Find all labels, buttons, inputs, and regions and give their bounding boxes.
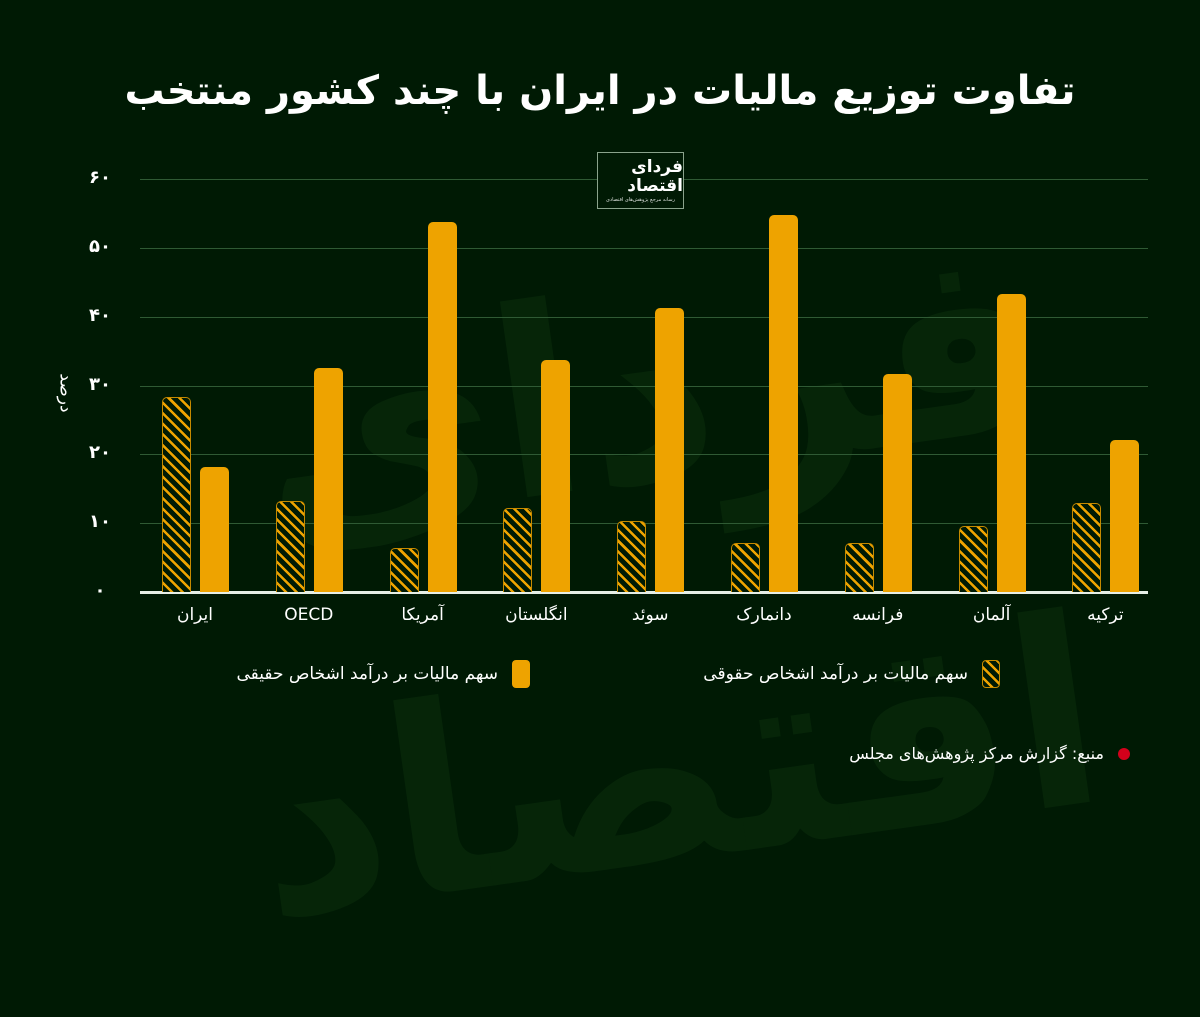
bar-solid [541,360,571,592]
x-category-label: آمریکا [401,605,444,625]
bar-solid [769,214,798,592]
chart-title: تفاوت توزیع مالیات در ایران با چند کشور … [124,68,1076,114]
y-axis-label: درصد [55,373,76,413]
plot-area: درصد ۰ ۱۰ ۲۰ ۳۰ ۴۰ ۵۰ ۶۰ ایران OECD آمریکا انگلستا… [55,167,1148,625]
bar-hatched [389,547,419,592]
bar-hatched [162,397,191,592]
x-category-label: دانمارک [736,605,792,625]
bar-solid [1110,439,1140,592]
bar-solid [313,367,343,592]
legend-item-hatch: سهم مالیات بر درآمد اشخاص حقوقی [703,660,1000,688]
logo-text: فردای اقتصاد [627,156,683,196]
legend-label-solid: سهم مالیات بر درآمد اشخاص حقیقی [236,664,498,684]
x-category-label: ترکیه [1087,605,1124,625]
gridline [140,316,1148,318]
y-tick-label: ۵۰ [89,235,111,257]
brand-logo: فردای اقتصاد رسانه مرجع پژوهش‌های اقتصاد… [597,152,684,209]
bar-hatched [617,521,647,592]
bar-solid [882,373,912,592]
bar-solid [996,293,1026,592]
gridline [140,247,1148,249]
bar-hatched [958,525,988,592]
x-category-label: انگلستان [505,605,568,625]
source-note: منبع: گزارش مرکز پژوهش‌های مجلس [849,744,1130,763]
source-text: منبع: گزارش مرکز پژوهش‌های مجلس [849,744,1104,763]
bar-hatched [503,508,533,592]
logo-subtext: رسانه مرجع پژوهش‌های اقتصادی [605,197,676,204]
y-tick-label: ۶۰ [89,167,111,188]
gridline [140,385,1148,387]
x-category-label: OECD [284,605,334,625]
y-tick-label: ۰ [94,580,106,601]
bar-hatched [731,543,760,592]
bar-solid [200,466,229,592]
gridline [140,454,1148,456]
x-category-label: فرانسه [852,605,904,625]
legend-label-hatch: سهم مالیات بر درآمد اشخاص حقوقی [703,664,968,684]
y-tick-label: ۱۰ [89,511,111,533]
y-tick-label: ۴۰ [89,304,111,326]
x-category-label: ایران [176,605,214,625]
hatch-swatch-icon [982,660,1000,688]
legend-item-solid: سهم مالیات بر درآمد اشخاص حقیقی [236,660,530,688]
bar-solid [655,307,685,592]
bar-solid [427,221,457,592]
bullet-dot-icon [1118,747,1130,760]
y-tick-label: ۲۰ [89,442,111,464]
solid-swatch-icon [512,660,530,688]
x-axis-baseline [140,591,1148,594]
x-category-label: سوئد [631,605,669,625]
bar-hatched [1072,503,1102,592]
bar-hatched [844,543,874,592]
y-tick-label: ۳۰ [89,373,111,395]
bar-hatched [275,501,305,592]
x-category-label: آلمان [972,605,1011,625]
